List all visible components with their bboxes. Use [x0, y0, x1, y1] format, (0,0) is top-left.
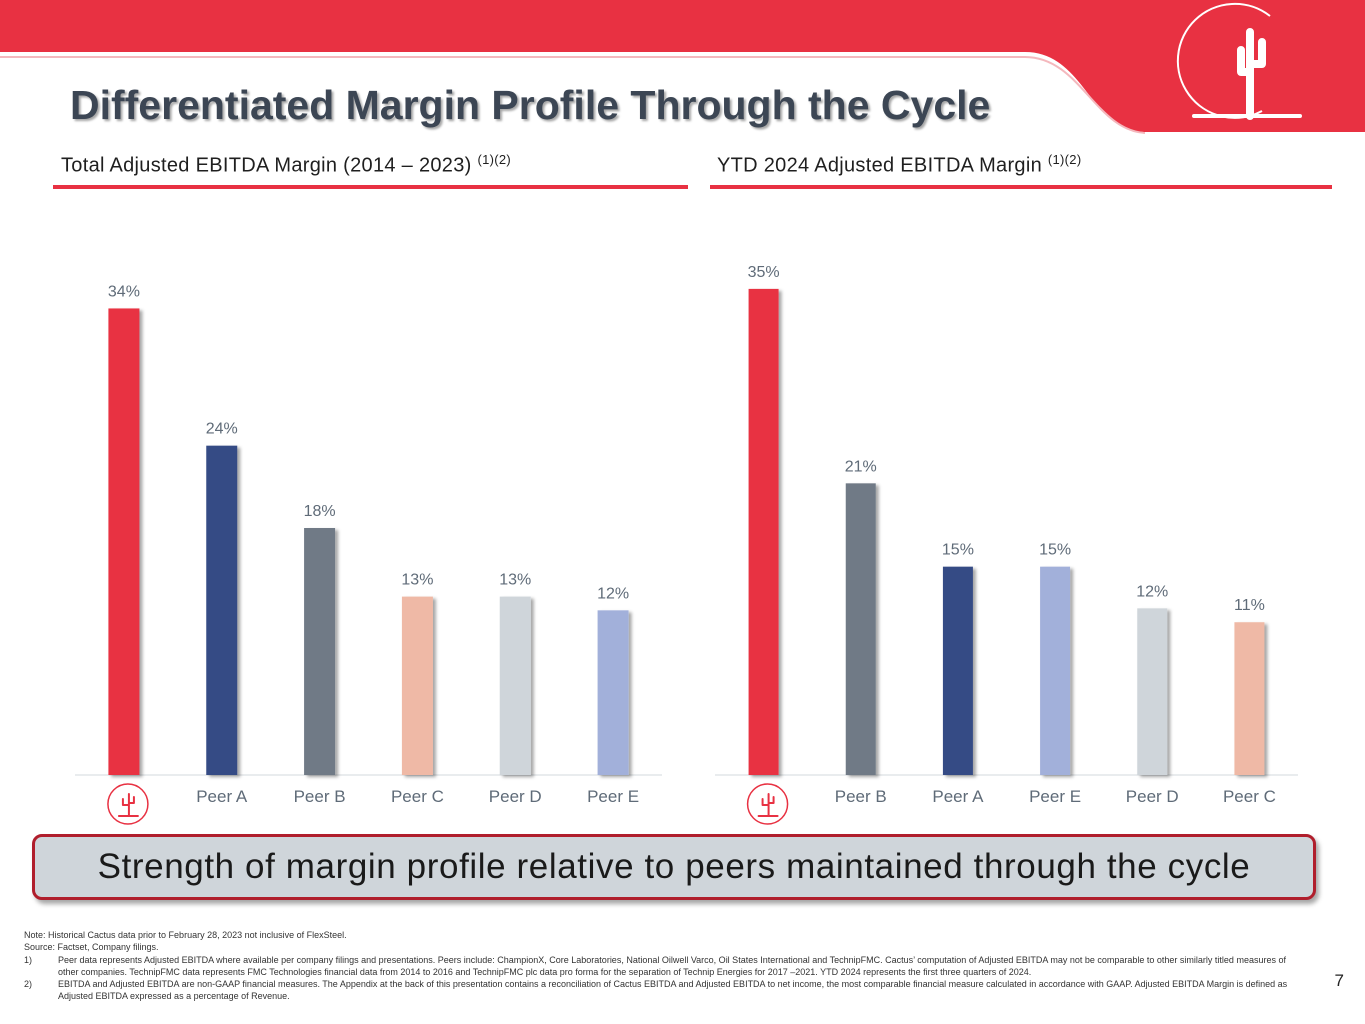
bar-peer-b: [304, 528, 336, 775]
historical-note: Note: Historical Cactus data prior to Fe…: [24, 930, 347, 940]
data-label-peer-c: 11%: [1234, 597, 1265, 614]
footnote-2-number: 2): [24, 979, 33, 990]
category-label-peer-c: Peer C: [391, 787, 444, 806]
category-label-peer-e: Peer E: [1029, 787, 1081, 806]
bar-cactus: [748, 288, 779, 775]
bar-cactus: [108, 308, 140, 775]
footnote-1: 1) Peer data represents Adjusted EBITDA …: [24, 954, 1304, 979]
bar-peer-d: [1137, 608, 1168, 775]
data-label-peer-b: 21%: [845, 458, 877, 475]
footnotes: Note: Historical Cactus data prior to Fe…: [24, 929, 1304, 1003]
bar-peer-d: [499, 596, 531, 775]
left-panel-heading: Total Adjusted EBITDA Margin (2014 – 202…: [61, 152, 511, 178]
data-label-peer-d: 12%: [1136, 583, 1168, 600]
bar-peer-a: [206, 445, 238, 775]
category-label-peer-c: Peer C: [1223, 787, 1276, 806]
data-label-cactus: 35%: [748, 264, 780, 281]
category-label-peer-a: Peer A: [932, 787, 984, 806]
data-label-peer-e: 15%: [1039, 542, 1071, 559]
footnote-2: 2) EBITDA and Adjusted EBITDA are non-GA…: [24, 978, 1304, 1003]
right-panel-rule: [710, 185, 1332, 189]
cactus-logo-icon: [1176, 2, 1302, 120]
left-panel-heading-text: Total Adjusted EBITDA Margin (2014 – 202…: [61, 154, 472, 177]
category-label-peer-d: Peer D: [1126, 787, 1179, 806]
left-bar-chart: 34% 24% Peer A 18% Peer B 13% Peer C 13% Peer D 1…: [75, 283, 662, 825]
right-panel-heading: YTD 2024 Adjusted EBITDA Margin (1)(2): [717, 152, 1081, 178]
data-label-peer-c: 13%: [401, 572, 433, 589]
bar-peer-e: [597, 610, 629, 775]
page-number: 7: [1334, 971, 1344, 990]
source-note: Source: Factset, Company filings.: [24, 942, 159, 953]
data-label-peer-d: 13%: [499, 572, 531, 589]
cactus-logo-icon: [746, 783, 789, 825]
category-label-peer-e: Peer E: [587, 787, 639, 806]
data-label-peer-b: 18%: [304, 503, 336, 520]
right-panel-heading-text: YTD 2024 Adjusted EBITDA Margin: [717, 154, 1043, 177]
key-takeaway-text: Strength of margin profile relative to p…: [97, 847, 1251, 886]
right-panel-footnote-ref: (1)(2): [1047, 152, 1082, 167]
bar-peer-c: [1234, 622, 1265, 775]
left-panel-footnote-ref: (1)(2): [477, 152, 512, 167]
category-label-peer-a: Peer A: [196, 787, 248, 806]
data-label-peer-a: 24%: [206, 421, 238, 438]
right-bar-chart: 35% 21% Peer B 15% Peer A 15% Peer E 12% Peer D 1…: [715, 264, 1298, 825]
footnote-1-number: 1): [24, 954, 33, 965]
category-label-peer-b: Peer B: [835, 787, 887, 806]
key-takeaway-callout: Strength of margin profile relative to p…: [32, 834, 1316, 900]
header-banner: [0, 0, 1365, 134]
footnote-1-text: Peer data represents Adjusted EBITDA whe…: [58, 954, 1286, 977]
bar-peer-b: [845, 483, 876, 775]
category-label-peer-b: Peer B: [294, 787, 346, 806]
footnote-2-text: EBITDA and Adjusted EBITDA are non-GAAP …: [58, 979, 1288, 1002]
left-panel-rule: [53, 185, 688, 189]
bar-peer-c: [401, 596, 433, 775]
category-label-peer-d: Peer D: [489, 787, 542, 806]
page-title: Differentiated Margin Profile Through th…: [70, 82, 991, 128]
bar-peer-a: [942, 566, 973, 775]
bar-peer-e: [1040, 566, 1071, 775]
data-label-peer-e: 12%: [597, 585, 629, 602]
cactus-logo-icon: [107, 783, 149, 825]
data-label-peer-a: 15%: [942, 542, 974, 559]
data-label-cactus: 34%: [108, 283, 140, 300]
